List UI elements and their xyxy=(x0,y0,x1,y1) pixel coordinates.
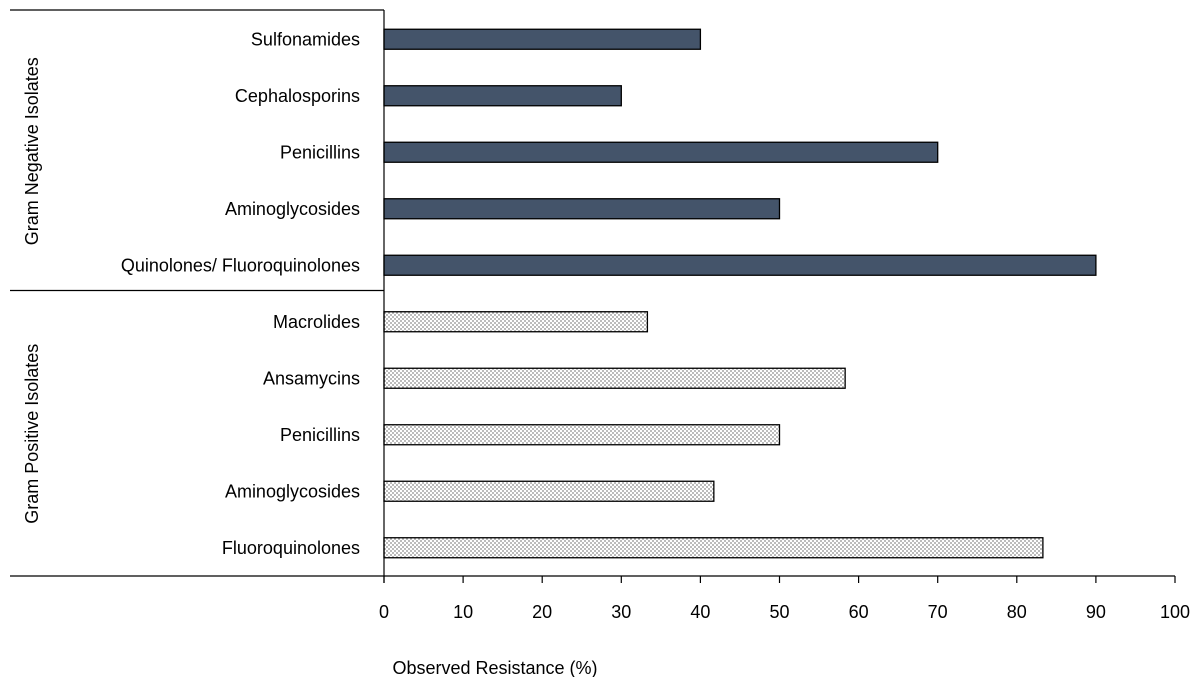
bar-gram-positive-1 xyxy=(383,367,846,389)
category-label: Sulfonamides xyxy=(251,29,360,49)
category-label: Aminoglycosides xyxy=(225,481,360,501)
x-tick-label: 40 xyxy=(690,602,710,622)
x-tick-label: 80 xyxy=(1007,602,1027,622)
category-label: Quinolones/ Fluoroquinolones xyxy=(121,255,360,275)
x-tick-label: 90 xyxy=(1086,602,1106,622)
x-tick-label: 70 xyxy=(928,602,948,622)
bar-gram-negative-1 xyxy=(383,85,622,107)
bar-gram-negative-0 xyxy=(383,28,702,50)
x-tick-label: 10 xyxy=(453,602,473,622)
bar-gram-negative-3 xyxy=(383,198,781,220)
axes-layer xyxy=(10,9,1176,583)
labels-layer: Sulfonamides Cephalosporins Penicillins Ami… xyxy=(22,29,1190,622)
x-tick-label: 30 xyxy=(611,602,631,622)
bar-gram-positive-3 xyxy=(383,480,715,502)
group-label-gram-positive: Gram Positive Isolates xyxy=(22,344,42,524)
bar-gram-negative-4 xyxy=(383,254,1097,276)
x-tick-label: 100 xyxy=(1160,602,1190,622)
category-label: Ansamycins xyxy=(263,368,360,388)
bars-layer xyxy=(383,28,1097,559)
group-label-gram-negative: Gram Negative Isolates xyxy=(22,57,42,245)
bar-gram-positive-0 xyxy=(383,311,649,333)
x-tick-label: 60 xyxy=(849,602,869,622)
bar-gram-positive-2 xyxy=(383,424,781,446)
category-label: Macrolides xyxy=(273,312,360,332)
category-label: Penicillins xyxy=(280,425,360,445)
category-label: Penicillins xyxy=(280,142,360,162)
x-tick-label: 50 xyxy=(769,602,789,622)
category-label: Cephalosporins xyxy=(235,86,360,106)
x-tick-label: 20 xyxy=(532,602,552,622)
x-tick-label: 0 xyxy=(379,602,389,622)
category-label: Fluoroquinolones xyxy=(222,538,360,558)
bar-gram-negative-2 xyxy=(383,141,939,163)
x-axis-title: Observed Resistance (%) xyxy=(392,658,597,677)
category-label: Aminoglycosides xyxy=(225,199,360,219)
bar-gram-positive-4 xyxy=(383,537,1044,559)
